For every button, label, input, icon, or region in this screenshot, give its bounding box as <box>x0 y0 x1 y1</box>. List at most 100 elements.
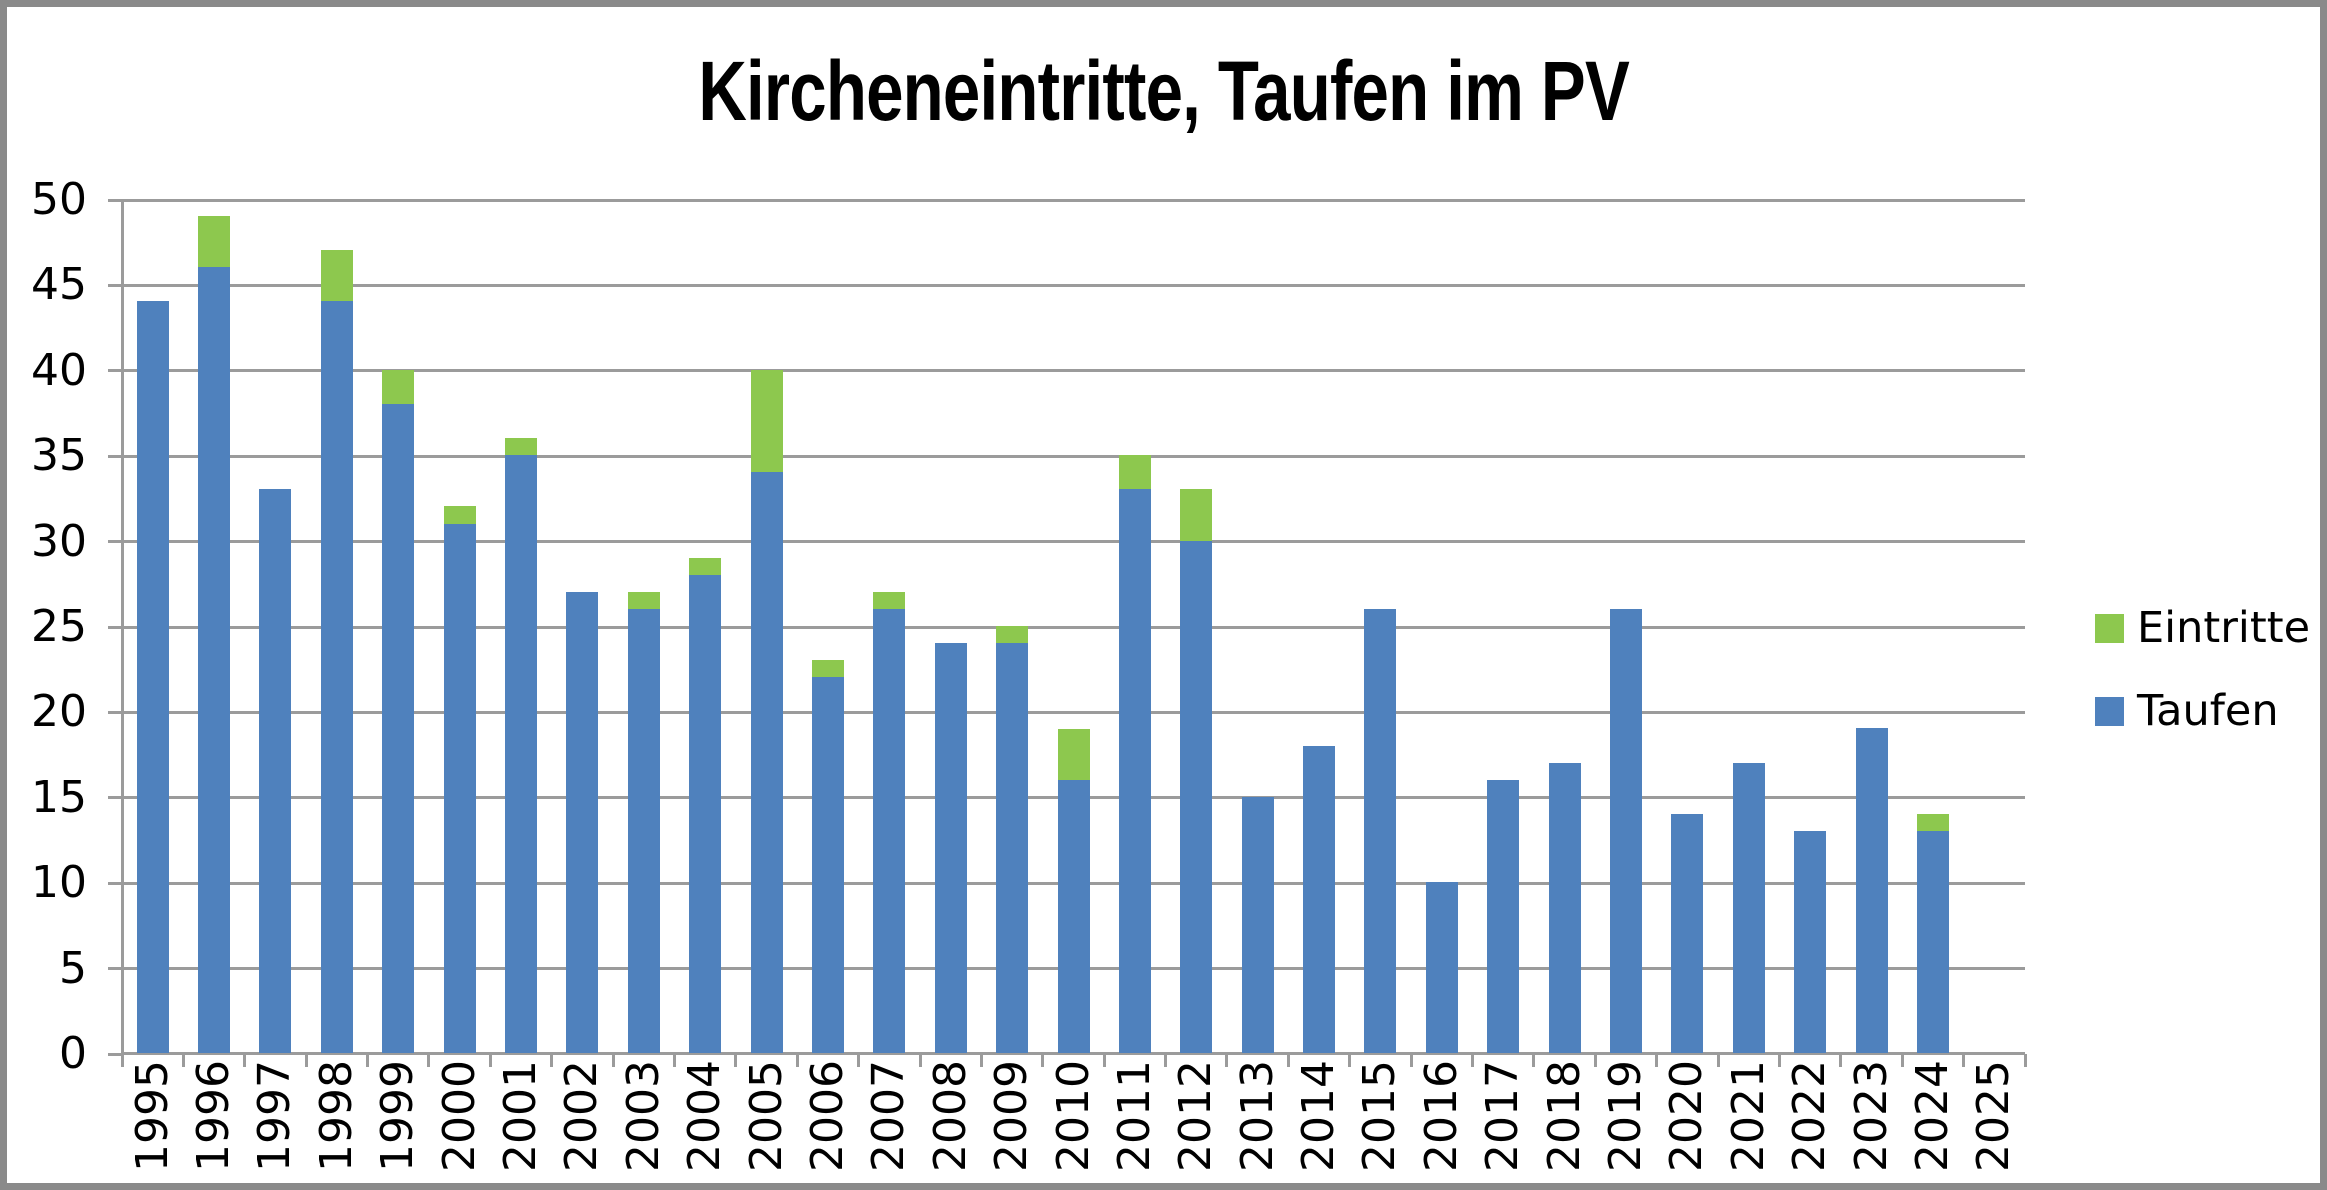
bar-segment-taufen-2011 <box>1118 489 1151 1053</box>
y-axis-tick-30 <box>108 540 122 544</box>
y-axis-tick-5 <box>108 967 122 971</box>
x-axis-tick <box>1286 1054 1290 1067</box>
bar-segment-taufen-2013 <box>1241 796 1274 1053</box>
bar-segment-taufen-2024 <box>1916 830 1949 1053</box>
x-axis-tick <box>734 1054 738 1067</box>
x-axis-label-2002: 2002 <box>556 1060 608 1172</box>
y-axis-tick-35 <box>108 454 122 458</box>
gridline-25 <box>122 625 2025 629</box>
bar-segment-eintritte-2003 <box>627 591 660 609</box>
gridline-45 <box>122 283 2025 287</box>
bar-segment-eintritte-2001 <box>505 438 538 456</box>
bar-segment-taufen-2022 <box>1794 830 1827 1053</box>
bar-segment-eintritte-2011 <box>1118 455 1151 490</box>
x-axis-label-2004: 2004 <box>679 1060 731 1172</box>
y-axis-label-40: 40 <box>31 344 87 396</box>
x-axis-tick <box>1716 1054 1720 1067</box>
bar-segment-taufen-2019 <box>1609 608 1642 1053</box>
x-axis-label-2007: 2007 <box>863 1060 915 1172</box>
x-axis-label-2009: 2009 <box>986 1060 1038 1172</box>
bar-segment-taufen-2018 <box>1548 762 1581 1053</box>
x-axis-tick <box>2023 1054 2027 1067</box>
bar-segment-taufen-2007 <box>873 608 906 1053</box>
bar-segment-taufen-2005 <box>750 472 783 1053</box>
x-axis-tick <box>1409 1054 1413 1067</box>
y-axis-tick-25 <box>108 625 122 629</box>
bar-segment-eintritte-1999 <box>382 369 415 404</box>
bar-segment-taufen-2021 <box>1732 762 1765 1053</box>
gridline-50 <box>122 198 2025 202</box>
x-axis-tick <box>1164 1054 1168 1067</box>
x-axis-label-2022: 2022 <box>1784 1060 1836 1172</box>
x-axis-tick <box>550 1054 554 1067</box>
x-axis-tick <box>120 1054 124 1067</box>
gridline-35 <box>122 454 2025 458</box>
bar-segment-taufen-1995 <box>136 301 169 1053</box>
bar-segment-taufen-2003 <box>627 608 660 1053</box>
x-axis-label-2019: 2019 <box>1599 1060 1651 1172</box>
x-axis-label-2023: 2023 <box>1845 1060 1897 1172</box>
bar-segment-eintritte-2009 <box>996 626 1029 644</box>
y-axis-tick-10 <box>108 881 122 885</box>
bar-segment-taufen-1999 <box>382 403 415 1053</box>
x-axis-label-2001: 2001 <box>495 1060 547 1172</box>
bar-segment-eintritte-2012 <box>1180 489 1213 541</box>
taufen-swatch-icon <box>2095 696 2124 726</box>
x-axis-label-1998: 1998 <box>310 1060 362 1172</box>
bar-segment-taufen-2023 <box>1855 728 1888 1053</box>
legend-label-taufen: Taufen <box>2137 686 2279 736</box>
bar-segment-taufen-2001 <box>505 455 538 1053</box>
bar-segment-taufen-1998 <box>320 301 353 1053</box>
y-axis-tick-15 <box>108 796 122 800</box>
bar-segment-taufen-2012 <box>1180 540 1213 1053</box>
x-axis-tick <box>366 1054 370 1067</box>
bar-segment-eintritte-2000 <box>443 506 476 524</box>
y-axis-label-35: 35 <box>31 430 87 482</box>
x-axis-tick <box>1225 1054 1229 1067</box>
x-axis-label-2011: 2011 <box>1108 1060 1160 1172</box>
legend-item-taufen: Taufen <box>2095 688 2310 734</box>
bar-segment-eintritte-2010 <box>1057 728 1090 780</box>
x-axis-label-2025: 2025 <box>1968 1060 2020 1172</box>
x-axis-tick <box>1102 1054 1106 1067</box>
y-axis-line <box>121 200 124 1057</box>
eintritte-swatch-icon <box>2095 613 2124 643</box>
x-axis-tick <box>795 1054 799 1067</box>
x-axis-label-2008: 2008 <box>924 1060 976 1172</box>
bar-segment-taufen-1997 <box>259 489 292 1053</box>
y-axis-tick-40 <box>108 369 122 373</box>
bar-segment-eintritte-1998 <box>320 250 353 302</box>
x-axis-tick <box>1655 1054 1659 1067</box>
x-axis-tick <box>1471 1054 1475 1067</box>
x-axis-tick <box>1593 1054 1597 1067</box>
x-axis-label-2016: 2016 <box>1415 1060 1467 1172</box>
y-axis-tick-20 <box>108 710 122 714</box>
y-axis-label-15: 15 <box>31 771 87 823</box>
x-axis-label-2003: 2003 <box>617 1060 669 1172</box>
bar-segment-taufen-2014 <box>1303 745 1336 1053</box>
x-axis-tick <box>1962 1054 1966 1067</box>
y-axis-tick-0 <box>108 1052 122 1056</box>
bar-segment-eintritte-2007 <box>873 591 906 609</box>
bar-segment-eintritte-2024 <box>1916 813 1949 831</box>
x-axis-tick <box>181 1054 185 1067</box>
x-axis-tick <box>1041 1054 1045 1067</box>
x-axis-tick <box>243 1054 247 1067</box>
x-axis-tick <box>1532 1054 1536 1067</box>
gridline-40 <box>122 369 2025 373</box>
bar-segment-taufen-2020 <box>1671 813 1704 1053</box>
x-axis-label-2000: 2000 <box>433 1060 485 1172</box>
x-axis-tick <box>672 1054 676 1067</box>
y-axis-label-20: 20 <box>31 686 87 738</box>
y-axis-label-5: 5 <box>59 942 87 994</box>
bar-segment-taufen-2008 <box>934 643 967 1053</box>
x-axis-tick <box>611 1054 615 1067</box>
x-axis-label-2021: 2021 <box>1722 1060 1774 1172</box>
bar-segment-taufen-1996 <box>198 267 231 1053</box>
bar-segment-eintritte-2006 <box>811 660 844 678</box>
chart-title: Kircheneintritte, Taufen im PV <box>7 43 2320 140</box>
bar-segment-taufen-2004 <box>689 574 722 1053</box>
x-axis-tick <box>857 1054 861 1067</box>
bar-segment-taufen-2009 <box>996 643 1029 1053</box>
bar-segment-eintritte-2004 <box>689 557 722 575</box>
